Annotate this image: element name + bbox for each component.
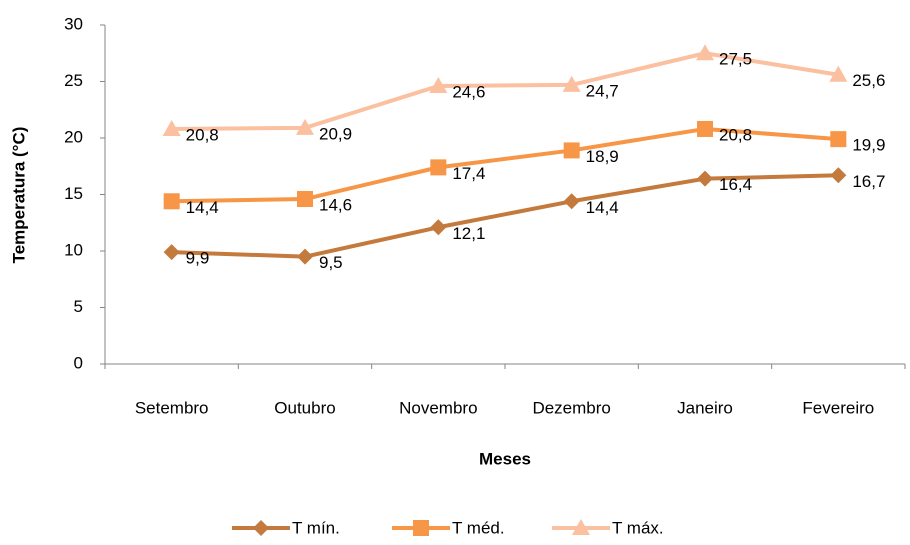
y-tick-label: 15 [64, 184, 83, 203]
marker [413, 520, 429, 536]
legend-item: T máx. [552, 518, 664, 537]
value-label: 16,4 [719, 175, 752, 194]
marker [429, 77, 448, 94]
legend-item: T mín. [232, 518, 340, 537]
x-tick-label: Novembro [399, 398, 477, 417]
marker [163, 244, 180, 261]
value-label: 14,4 [186, 198, 219, 217]
x-tick-label: Dezembro [532, 398, 610, 417]
legend-label: T mín. [292, 518, 340, 537]
x-axis-title: Meses [479, 449, 531, 468]
marker [829, 65, 848, 82]
legend-label: T máx. [612, 518, 664, 537]
legend-label: T méd. [452, 518, 505, 537]
x-tick-label: Outubro [274, 398, 335, 417]
y-tick-label: 20 [64, 127, 83, 146]
marker [572, 519, 590, 535]
marker [830, 131, 847, 148]
y-tick-label: 0 [74, 353, 83, 372]
y-tick-label: 10 [64, 240, 83, 259]
marker [297, 191, 313, 208]
value-label: 16,7 [852, 172, 885, 191]
series-line [171, 126, 839, 204]
x-tick-label: Setembro [135, 398, 209, 417]
marker [562, 75, 581, 92]
value-label: 14,4 [586, 198, 619, 217]
value-label: 19,9 [852, 136, 885, 155]
marker [697, 120, 713, 137]
value-label: 9,9 [186, 249, 210, 268]
value-label: 24,7 [586, 81, 619, 100]
value-label: 20,8 [186, 125, 219, 144]
y-axis-title: Temperatura (°C) [9, 127, 28, 264]
marker [296, 118, 314, 135]
y-tick-label: 25 [64, 71, 83, 90]
marker [696, 44, 714, 61]
value-label: 12,1 [452, 224, 485, 243]
legend-item: T méd. [392, 518, 505, 537]
marker [162, 119, 181, 136]
value-label: 27,5 [719, 50, 752, 69]
marker [563, 193, 580, 210]
value-label: 17,4 [452, 164, 485, 183]
marker [253, 520, 269, 536]
value-label: 25,6 [852, 71, 885, 90]
marker [297, 248, 313, 265]
value-label: 9,5 [319, 253, 343, 272]
marker [163, 193, 180, 210]
x-tick-label: Janeiro [677, 398, 733, 417]
series-line [171, 173, 839, 259]
x-tick-label: Fevereiro [802, 398, 874, 417]
value-label: 20,9 [319, 124, 352, 143]
series-line [171, 51, 839, 131]
marker [563, 142, 580, 159]
marker [430, 219, 447, 236]
marker [697, 170, 713, 187]
marker [430, 159, 447, 176]
marker [830, 167, 847, 184]
value-label: 18,9 [586, 147, 619, 166]
value-label: 14,6 [319, 196, 352, 215]
value-label: 24,6 [452, 83, 485, 102]
y-tick-label: 5 [74, 297, 83, 316]
y-tick-label: 30 [64, 14, 83, 33]
value-label: 20,8 [719, 125, 752, 144]
